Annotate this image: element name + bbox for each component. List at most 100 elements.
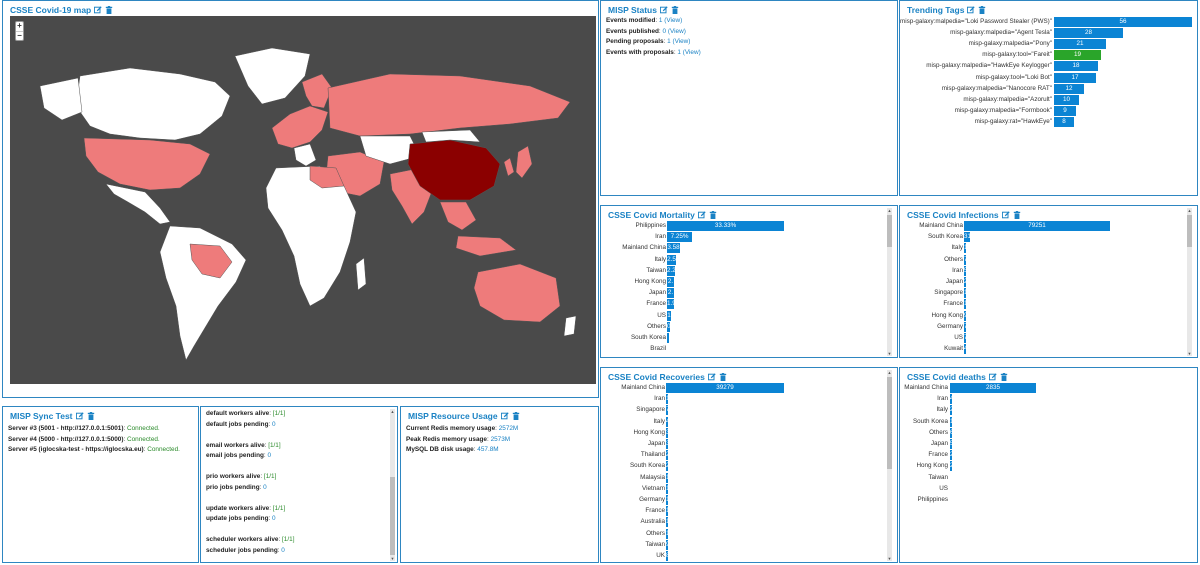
bar[interactable]: 2.5	[667, 254, 676, 265]
map-region[interactable]	[473, 263, 561, 323]
trash-icon[interactable]	[978, 6, 986, 14]
bar[interactable]: 3.58	[667, 243, 680, 254]
bar[interactable]: 45	[964, 344, 971, 355]
bar[interactable]: 2.2	[667, 265, 676, 276]
bar[interactable]: 28	[1054, 28, 1123, 39]
scrollbar-thumb[interactable]	[887, 377, 892, 469]
bar[interactable]: 9	[1054, 105, 1076, 116]
bar[interactable]: 79251	[964, 221, 1110, 231]
map-region[interactable]	[105, 183, 171, 225]
bar[interactable]: 33	[666, 427, 673, 438]
view-link[interactable]: (View)	[672, 38, 691, 45]
trash-icon[interactable]	[1000, 373, 1008, 381]
workers-scrollbar[interactable]: ▲ ▼	[390, 409, 395, 561]
edit-icon[interactable]	[500, 412, 509, 420]
trash-icon[interactable]	[719, 373, 727, 381]
bar[interactable]: 2	[950, 450, 954, 461]
map-region[interactable]	[309, 165, 345, 189]
map-region[interactable]	[265, 165, 357, 307]
bar[interactable]: 43	[950, 394, 957, 405]
bar[interactable]: 72	[666, 405, 673, 416]
trash-icon[interactable]	[709, 211, 717, 219]
view-link[interactable]: (View)	[667, 27, 686, 35]
map-region[interactable]	[75, 67, 231, 141]
scroll-down-icon[interactable]: ▼	[887, 351, 892, 356]
bar[interactable]: 12	[666, 506, 673, 517]
bar[interactable]: 100	[964, 299, 975, 310]
recoveries-scrollbar[interactable]: ▲ ▼	[887, 370, 892, 561]
bar[interactable]: 32	[666, 439, 673, 449]
bar[interactable]: 56	[1054, 17, 1192, 27]
bar[interactable]: 9	[666, 539, 670, 550]
bar[interactable]: 18	[666, 472, 673, 483]
scroll-down-icon[interactable]: ▼	[1187, 351, 1192, 356]
bar[interactable]: 16	[666, 495, 673, 505]
edit-icon[interactable]	[1001, 211, 1010, 219]
bar[interactable]: 2.	[667, 288, 674, 299]
bar[interactable]: 3150	[964, 232, 978, 243]
bar[interactable]: 17	[1054, 72, 1096, 83]
map-region[interactable]	[563, 315, 577, 337]
bar[interactable]: 8	[666, 551, 670, 561]
edit-icon[interactable]	[988, 373, 997, 381]
map-region[interactable]	[407, 139, 501, 201]
bar[interactable]: 95	[964, 310, 971, 321]
bar[interactable]: 16	[950, 416, 957, 427]
bar[interactable]: 705	[964, 254, 975, 265]
bar[interactable]: 16	[666, 483, 673, 494]
map-region[interactable]	[355, 257, 367, 291]
scroll-up-icon[interactable]: ▲	[1187, 208, 1192, 213]
map-region[interactable]	[439, 201, 477, 231]
scroll-up-icon[interactable]: ▲	[887, 370, 892, 375]
map-region[interactable]	[503, 157, 515, 177]
trash-icon[interactable]	[87, 412, 95, 420]
view-link[interactable]: (View)	[664, 17, 683, 24]
bar[interactable]: 102	[964, 288, 975, 299]
map-region[interactable]	[301, 73, 333, 109]
scroll-up-icon[interactable]: ▲	[887, 208, 892, 213]
bar[interactable]: 18	[1054, 61, 1098, 72]
trash-icon[interactable]	[512, 412, 520, 420]
world-map-canvas[interactable]	[10, 16, 596, 384]
bar[interactable]: 11	[666, 517, 673, 528]
map-region[interactable]	[359, 135, 421, 165]
bar[interactable]: 21	[1054, 39, 1106, 50]
bar[interactable]: 46	[666, 416, 673, 427]
bar[interactable]: 123	[666, 394, 677, 405]
world-map[interactable]: + −	[10, 16, 596, 384]
bar[interactable]: 39279	[666, 383, 784, 393]
bar[interactable]: 12	[1054, 83, 1084, 94]
view-link[interactable]: (View)	[682, 48, 701, 56]
edit-icon[interactable]	[659, 6, 668, 14]
zoom-out-button[interactable]: −	[16, 31, 23, 40]
map-region[interactable]	[421, 129, 481, 143]
edit-icon[interactable]	[967, 6, 976, 14]
trash-icon[interactable]	[1013, 211, 1021, 219]
scrollbar-thumb[interactable]	[1187, 215, 1192, 247]
map-region[interactable]	[83, 137, 211, 191]
map-region[interactable]	[455, 235, 517, 257]
scrollbar-thumb[interactable]	[390, 477, 395, 555]
bar[interactable]: 10	[1054, 94, 1079, 105]
bar[interactable]: 29	[950, 405, 957, 416]
edit-icon[interactable]	[707, 373, 716, 381]
bar[interactable]: 79	[964, 321, 971, 332]
trash-icon[interactable]	[671, 6, 679, 14]
map-region[interactable]	[293, 143, 317, 167]
bar[interactable]: 7.25%	[667, 232, 692, 243]
bar[interactable]: 33.33%	[667, 221, 784, 231]
bar[interactable]: 5	[950, 439, 954, 449]
mortality-scrollbar[interactable]: ▲ ▼	[887, 208, 892, 356]
bar[interactable]: 10	[666, 528, 673, 539]
bar[interactable]: 28	[666, 450, 673, 461]
bar[interactable]: 2835	[950, 383, 1036, 393]
bar[interactable]: 2.	[667, 277, 674, 287]
bar[interactable]: 27	[666, 461, 673, 472]
map-region[interactable]	[271, 105, 329, 149]
edit-icon[interactable]	[75, 412, 84, 420]
bar[interactable]: 1	[667, 310, 671, 321]
scroll-down-icon[interactable]: ▼	[390, 556, 395, 561]
map-region[interactable]	[515, 145, 533, 179]
zoom-in-button[interactable]: +	[17, 21, 22, 30]
map-region[interactable]	[39, 77, 83, 121]
